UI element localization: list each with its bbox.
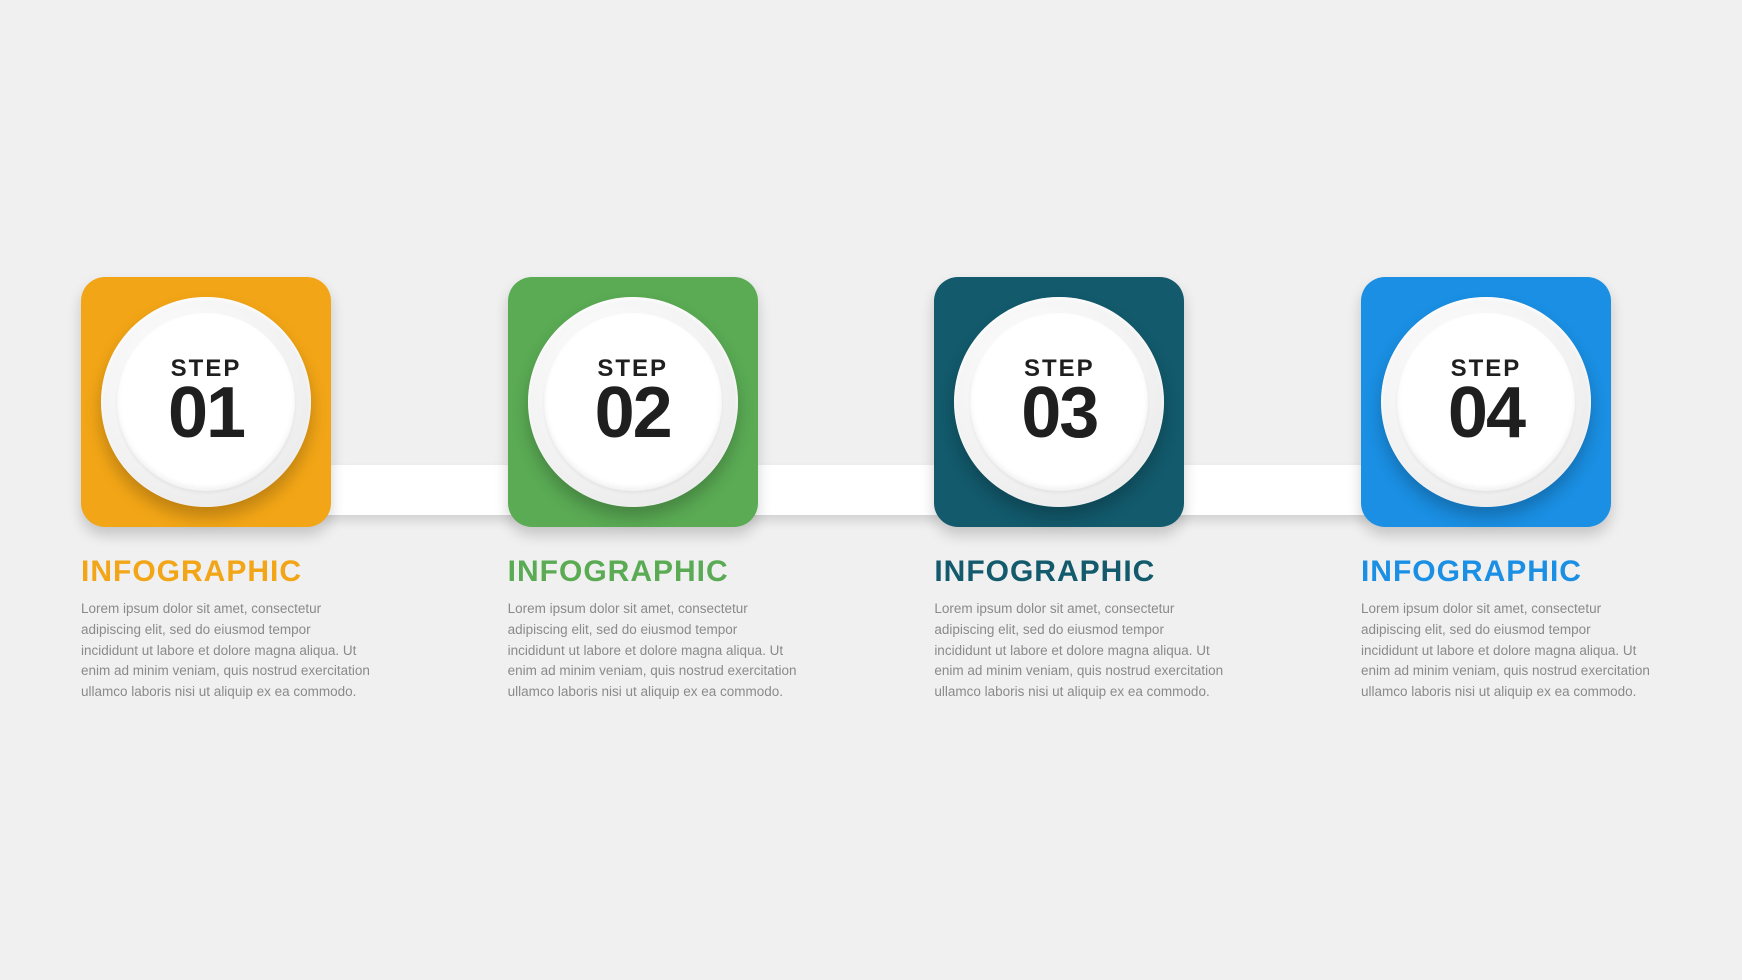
step-1-circle-outer: STEP 01: [101, 297, 311, 507]
step-3-circle-inner: STEP 03: [970, 313, 1148, 491]
step-3-card: STEP 03: [934, 277, 1184, 527]
step-4-number: 04: [1448, 377, 1524, 449]
step-3-desc: Lorem ipsum dolor sit amet, consectetur …: [934, 599, 1224, 704]
step-3-title: INFOGRAPHIC: [934, 555, 1155, 589]
step-4-circle-inner: STEP 04: [1397, 313, 1575, 491]
step-2-number: 02: [595, 377, 671, 449]
step-2: STEP 02 INFOGRAPHIC Lorem ipsum dolor si…: [508, 277, 808, 704]
step-4-card: STEP 04: [1361, 277, 1611, 527]
step-2-title: INFOGRAPHIC: [508, 555, 729, 589]
step-2-card: STEP 02: [508, 277, 758, 527]
step-3-number: 03: [1021, 377, 1097, 449]
infographic-canvas: STEP 01 INFOGRAPHIC Lorem ipsum dolor si…: [81, 277, 1661, 704]
step-1-title: INFOGRAPHIC: [81, 555, 302, 589]
step-2-desc: Lorem ipsum dolor sit amet, consectetur …: [508, 599, 798, 704]
step-1-desc: Lorem ipsum dolor sit amet, consectetur …: [81, 599, 371, 704]
step-3: STEP 03 INFOGRAPHIC Lorem ipsum dolor si…: [934, 277, 1234, 704]
step-4-title: INFOGRAPHIC: [1361, 555, 1582, 589]
step-4: STEP 04 INFOGRAPHIC Lorem ipsum dolor si…: [1361, 277, 1661, 704]
step-2-circle-outer: STEP 02: [528, 297, 738, 507]
step-3-circle-outer: STEP 03: [954, 297, 1164, 507]
steps-row: STEP 01 INFOGRAPHIC Lorem ipsum dolor si…: [81, 277, 1661, 704]
step-4-circle-outer: STEP 04: [1381, 297, 1591, 507]
step-1: STEP 01 INFOGRAPHIC Lorem ipsum dolor si…: [81, 277, 381, 704]
step-4-desc: Lorem ipsum dolor sit amet, consectetur …: [1361, 599, 1651, 704]
step-2-circle-inner: STEP 02: [544, 313, 722, 491]
step-1-number: 01: [168, 377, 244, 449]
step-1-circle-inner: STEP 01: [117, 313, 295, 491]
step-1-card: STEP 01: [81, 277, 331, 527]
